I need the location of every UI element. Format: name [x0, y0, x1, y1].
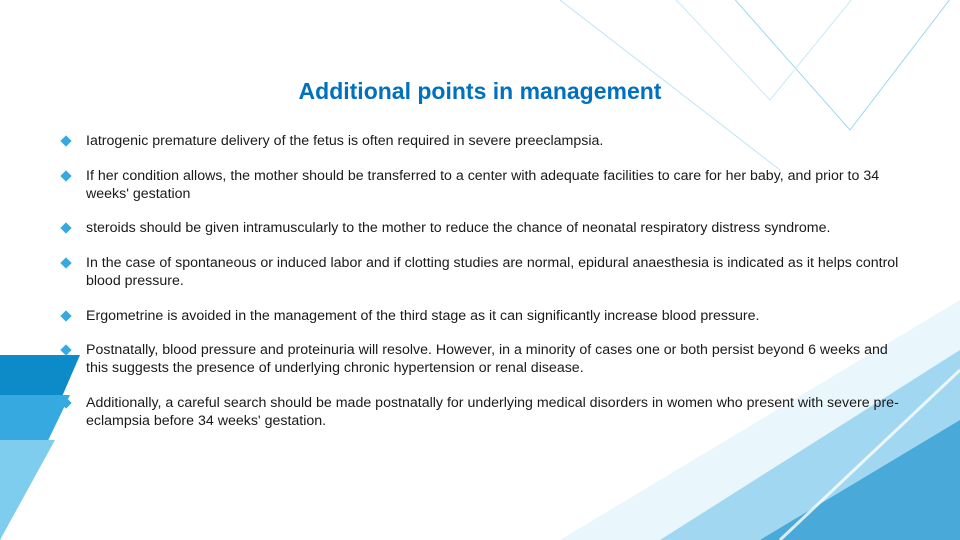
bullet-list: Iatrogenic premature delivery of the fet…: [56, 133, 904, 430]
list-item-text: Additionally, a careful search should be…: [86, 395, 899, 429]
list-item-text: In the case of spontaneous or induced la…: [86, 255, 898, 289]
list-item-text: Ergometrine is avoided in the management…: [86, 308, 760, 324]
diamond-icon: [60, 170, 71, 181]
list-item: If her condition allows, the mother shou…: [60, 168, 904, 204]
list-item-text: If her condition allows, the mother shou…: [86, 168, 879, 202]
list-item: Postnatally, blood pressure and proteinu…: [60, 342, 904, 378]
list-item: Additionally, a careful search should be…: [60, 395, 904, 431]
list-item: Iatrogenic premature delivery of the fet…: [60, 133, 904, 151]
diamond-icon: [60, 397, 71, 408]
diamond-icon: [60, 135, 71, 146]
list-item: Ergometrine is avoided in the management…: [60, 308, 904, 326]
page-title: Additional points in management: [56, 78, 904, 105]
list-item-text: steroids should be given intramuscularly…: [86, 220, 830, 236]
diamond-icon: [60, 223, 71, 234]
diamond-icon: [60, 345, 71, 356]
bottom-triangle-light: [0, 440, 55, 540]
diamond-icon: [60, 257, 71, 268]
content-area: Additional points in management Iatrogen…: [0, 0, 960, 430]
list-item-text: Postnatally, blood pressure and proteinu…: [86, 342, 888, 376]
bottom-right-triangle-dark: [760, 420, 960, 540]
list-item: In the case of spontaneous or induced la…: [60, 255, 904, 291]
diamond-icon: [60, 310, 71, 321]
slide: Additional points in management Iatrogen…: [0, 0, 960, 540]
list-item-text: Iatrogenic premature delivery of the fet…: [86, 133, 603, 149]
list-item: steroids should be given intramuscularly…: [60, 220, 904, 238]
